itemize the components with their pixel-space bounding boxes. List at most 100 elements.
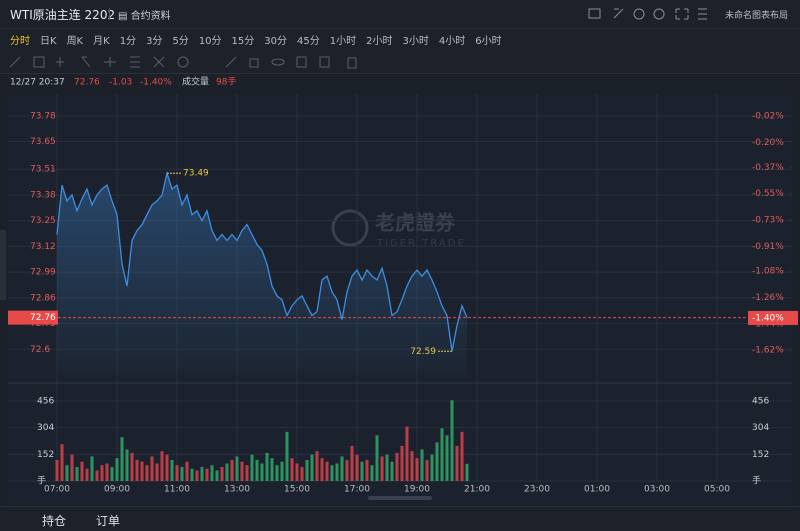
volume-bar (230, 459, 234, 481)
x-tick-label: 19:00 (404, 485, 430, 495)
timeframe-tab[interactable]: 1小时 (329, 36, 357, 47)
volume-bar (105, 463, 109, 481)
icon[interactable] (33, 56, 45, 68)
volume-bar (225, 463, 229, 481)
timeframe-tab[interactable]: 周K (66, 36, 84, 47)
x-tick-label: 07:00 (44, 485, 70, 495)
y-tick-label: 72.6 (30, 345, 50, 355)
volume-bar (185, 461, 189, 481)
volume-bar (165, 454, 169, 481)
layout-name[interactable]: 未命名图表布局 (725, 11, 789, 21)
icon[interactable] (319, 56, 330, 68)
timeframe-tab[interactable]: 1分 (119, 36, 137, 47)
timeframe-tab[interactable]: 月K (93, 36, 110, 47)
header: WTI原油主连 2202 ▤ 合约资料 未命名图表布局 (0, 0, 800, 29)
timeframe-tab[interactable]: 45分 (297, 36, 320, 47)
icon[interactable] (56, 57, 64, 67)
volume-bar (415, 458, 419, 481)
volume-bar (170, 459, 174, 481)
timeframe-tab[interactable]: 30分 (264, 36, 288, 47)
icon[interactable] (225, 56, 237, 68)
current-price-label: 72.76 (30, 313, 56, 323)
volume-bar (370, 465, 374, 481)
icon[interactable] (347, 57, 357, 69)
volume-bar (390, 461, 394, 481)
footer-tab[interactable]: 持仓 (42, 514, 67, 528)
timeframe-tab[interactable]: 4小时 (438, 36, 466, 47)
volume-bar (280, 461, 284, 481)
volume-bar (210, 465, 214, 481)
volume-bar (250, 454, 254, 481)
divider (109, 8, 110, 20)
timeframe-tab[interactable]: 10分 (198, 36, 222, 47)
volume-bar (340, 456, 344, 481)
volume-tick-label-right: 456 (752, 396, 769, 406)
y-tick-label: 73.25 (30, 216, 56, 226)
volume-bar (205, 468, 209, 481)
icon[interactable] (9, 56, 21, 68)
icon[interactable] (130, 56, 140, 68)
volume-tick-label-right: 304 (752, 423, 769, 433)
current-pct-label: -1.40% (752, 313, 784, 323)
y-tick-label: 73.51 (30, 165, 56, 175)
timeframe-tab[interactable]: 5分 (172, 36, 189, 47)
icon[interactable] (153, 56, 165, 68)
icon[interactable] (653, 8, 665, 20)
volume-bar (220, 466, 224, 481)
volume-bar (95, 470, 99, 481)
timeframe-tab[interactable]: 6小时 (475, 36, 502, 47)
side-handle[interactable] (0, 230, 6, 300)
icon[interactable] (633, 8, 645, 20)
volume-tick-label: 152 (37, 450, 54, 460)
footer-tab[interactable]: 订单 (96, 514, 121, 528)
icon[interactable] (588, 8, 601, 19)
timeframe-tab[interactable]: 15分 (231, 36, 255, 47)
volume-bar (320, 458, 324, 481)
volume-bar (155, 463, 159, 481)
volume-bar (175, 465, 179, 481)
annotation-label: 73.49 (183, 169, 209, 179)
volume-bar (460, 431, 464, 481)
x-tick-label: 21:00 (464, 485, 490, 495)
x-tick-label: 01:00 (584, 485, 610, 495)
volume-tick-label-right: 手 (752, 475, 761, 487)
icon[interactable] (271, 58, 285, 66)
icon[interactable] (104, 57, 116, 67)
x-tick-label: 23:00 (524, 485, 550, 495)
icon[interactable] (296, 56, 307, 68)
volume-bar (200, 466, 204, 481)
y2-tick-label: -0.91% (752, 242, 784, 252)
timeframe-tab[interactable]: 3分 (146, 36, 163, 47)
drawing-icons (9, 56, 357, 69)
volume-bar (65, 465, 69, 481)
timeframe-tab[interactable]: 3小时 (402, 36, 429, 47)
volume-bar (290, 458, 294, 481)
timeframe-tab[interactable]: 日K (40, 36, 57, 47)
timeframe-tab[interactable]: 分时 (10, 36, 30, 47)
volume-bar (465, 463, 469, 481)
icon[interactable] (698, 8, 707, 20)
y-tick-label: 73.38 (30, 190, 56, 200)
volume-bar (385, 454, 389, 481)
icon[interactable] (249, 58, 259, 68)
volume-bar (270, 458, 274, 481)
volume-bar (285, 431, 289, 481)
volume-bar (355, 454, 359, 481)
volume-bar (55, 459, 59, 481)
contract-info[interactable]: ▤ 合约资料 (118, 11, 171, 22)
volume-bar (420, 449, 424, 481)
scroll-handle[interactable] (368, 496, 432, 500)
icon[interactable] (81, 56, 91, 68)
y2-tick-label: -0.20% (752, 138, 784, 148)
icon[interactable] (177, 56, 189, 68)
info-volume: 98手 (216, 76, 236, 88)
y-tick-label: 73.12 (30, 242, 56, 252)
volume-bar (60, 444, 64, 481)
timeframe-tab[interactable]: 2小时 (366, 36, 393, 47)
volume-bar (455, 445, 459, 481)
volume-bar (425, 459, 429, 481)
y2-tick-label: -0.55% (752, 189, 784, 199)
icon[interactable] (675, 8, 689, 20)
icon[interactable] (613, 8, 624, 19)
